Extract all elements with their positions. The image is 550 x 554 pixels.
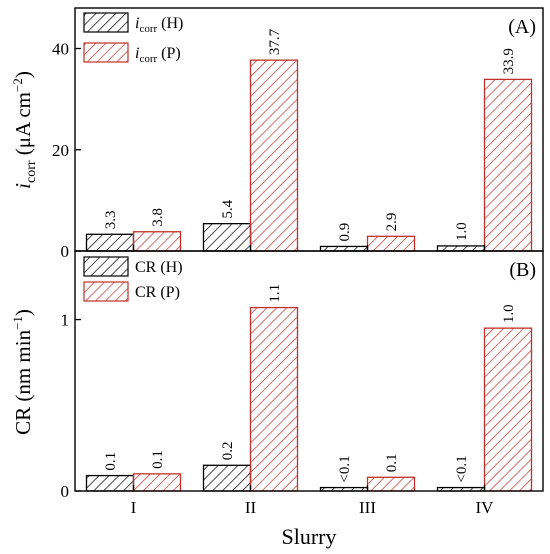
x-axis-label: Slurry — [282, 524, 337, 549]
panel-a-data-label-s0-iii: 0.9 — [337, 223, 353, 242]
legend-label-icorr-p: icorr (P) — [135, 45, 181, 65]
panel-b-frame — [74, 250, 544, 492]
legend-label-cr-h: CR (H) — [135, 259, 183, 276]
panel-b-data-label-s0-ii: 0.2 — [220, 442, 236, 461]
panel-b-data-label-s0-iv: <0.1 — [454, 455, 470, 482]
x-tick-label-ii: II — [245, 498, 257, 517]
panel-a-bar-s0-ii — [202, 223, 252, 252]
panel-b-bar-s1-iii — [366, 476, 416, 492]
panel-a-y-tick-label: 20 — [52, 141, 69, 160]
panel-b-y-tick-label: 0 — [61, 482, 70, 501]
panel-a-y-tick-label: 0 — [61, 242, 70, 261]
panel-a-bar-s1-i — [132, 231, 182, 252]
panel-b-bar-s0-ii — [202, 464, 252, 492]
panel-b-data-label-s1-iii: 0.1 — [384, 454, 400, 473]
panel-b-bar-s1-i — [132, 473, 182, 492]
panel-a-data-label-s0-ii: 5.4 — [220, 199, 236, 218]
panel-a-legend: icorr (H) icorr (P) — [83, 12, 183, 65]
panel-a-data-label-s0-i: 3.3 — [103, 211, 119, 230]
panel-a-bar-s0-iv — [436, 245, 486, 252]
panel-a-bar-s1-ii — [249, 59, 299, 252]
panel-b-y-axis-label: CR (nm min−1) — [10, 309, 35, 435]
panel-b-y-tick-label: 1 — [61, 311, 70, 330]
panel-b-data-label-s1-iv: 1.0 — [501, 304, 517, 323]
panel-b-bar-s0-i — [85, 474, 135, 492]
panel-a-y-ticks: 0 20 40 — [52, 40, 81, 261]
panel-a-data-label-s1-i: 3.8 — [150, 208, 166, 227]
panel-b-label: (B) — [509, 259, 536, 281]
panel-b-legend: CR (H) CR (P) — [83, 256, 183, 302]
x-tick-label-i: I — [131, 498, 137, 517]
panel-a-bar-s1-iv — [483, 78, 533, 252]
legend-swatch-cr-p — [83, 281, 129, 302]
legend-swatch-icorr-h — [83, 12, 129, 33]
x-tick-label-iv: IV — [476, 498, 495, 517]
panel-b-data-label-s0-iii: <0.1 — [337, 455, 353, 482]
panel-a: 3.3 3.8 5.4 37.7 0.9 2.9 1.0 33.9 0 20 40 (A) ico… — [10, 7, 544, 261]
panel-a-data-label-s1-iii: 2.9 — [384, 213, 400, 232]
panel-b-bar-s1-iv — [483, 327, 533, 492]
panel-a-y-tick-label: 40 — [52, 40, 69, 59]
panel-b: 0.1 0.1 0.21.1<0.1 0.1 <0.11.0 01 (B) CR (H)… — [10, 250, 544, 501]
panel-a-y-axis-label: icorr (μA cm−2) — [10, 71, 39, 189]
panel-b-bars: 0.1 0.1 0.2 1.1 <0.1 0.1 <0.1 1.0 — [85, 284, 533, 492]
panel-b-bar-s1-ii — [249, 306, 299, 492]
legend-swatch-icorr-p — [83, 42, 129, 63]
legend-swatch-cr-h — [83, 256, 129, 277]
panel-a-bar-s0-i — [85, 233, 135, 252]
panel-b-data-label-s1-ii: 1.1 — [267, 284, 283, 303]
panel-a-label: (A) — [508, 16, 536, 38]
panel-a-data-label-s0-iv: 1.0 — [454, 222, 470, 241]
panel-b-y-ticks: 01 — [61, 311, 81, 501]
panel-a-data-label-s1-iv: 33.9 — [501, 48, 517, 74]
panel-a-data-label-s1-ii: 37.7 — [267, 28, 283, 55]
panel-a-frame — [74, 7, 544, 252]
legend-label-icorr-h: icorr (H) — [135, 15, 183, 35]
legend-label-cr-p: CR (P) — [135, 284, 180, 301]
x-axis-ticks: I II III IV — [131, 245, 495, 517]
panel-b-data-label-s0-i: 0.1 — [103, 452, 119, 471]
panel-b-data-label-s1-i: 0.1 — [150, 450, 166, 469]
panel-a-bar-s1-iii — [366, 235, 416, 252]
x-tick-label-iii: III — [359, 498, 376, 517]
